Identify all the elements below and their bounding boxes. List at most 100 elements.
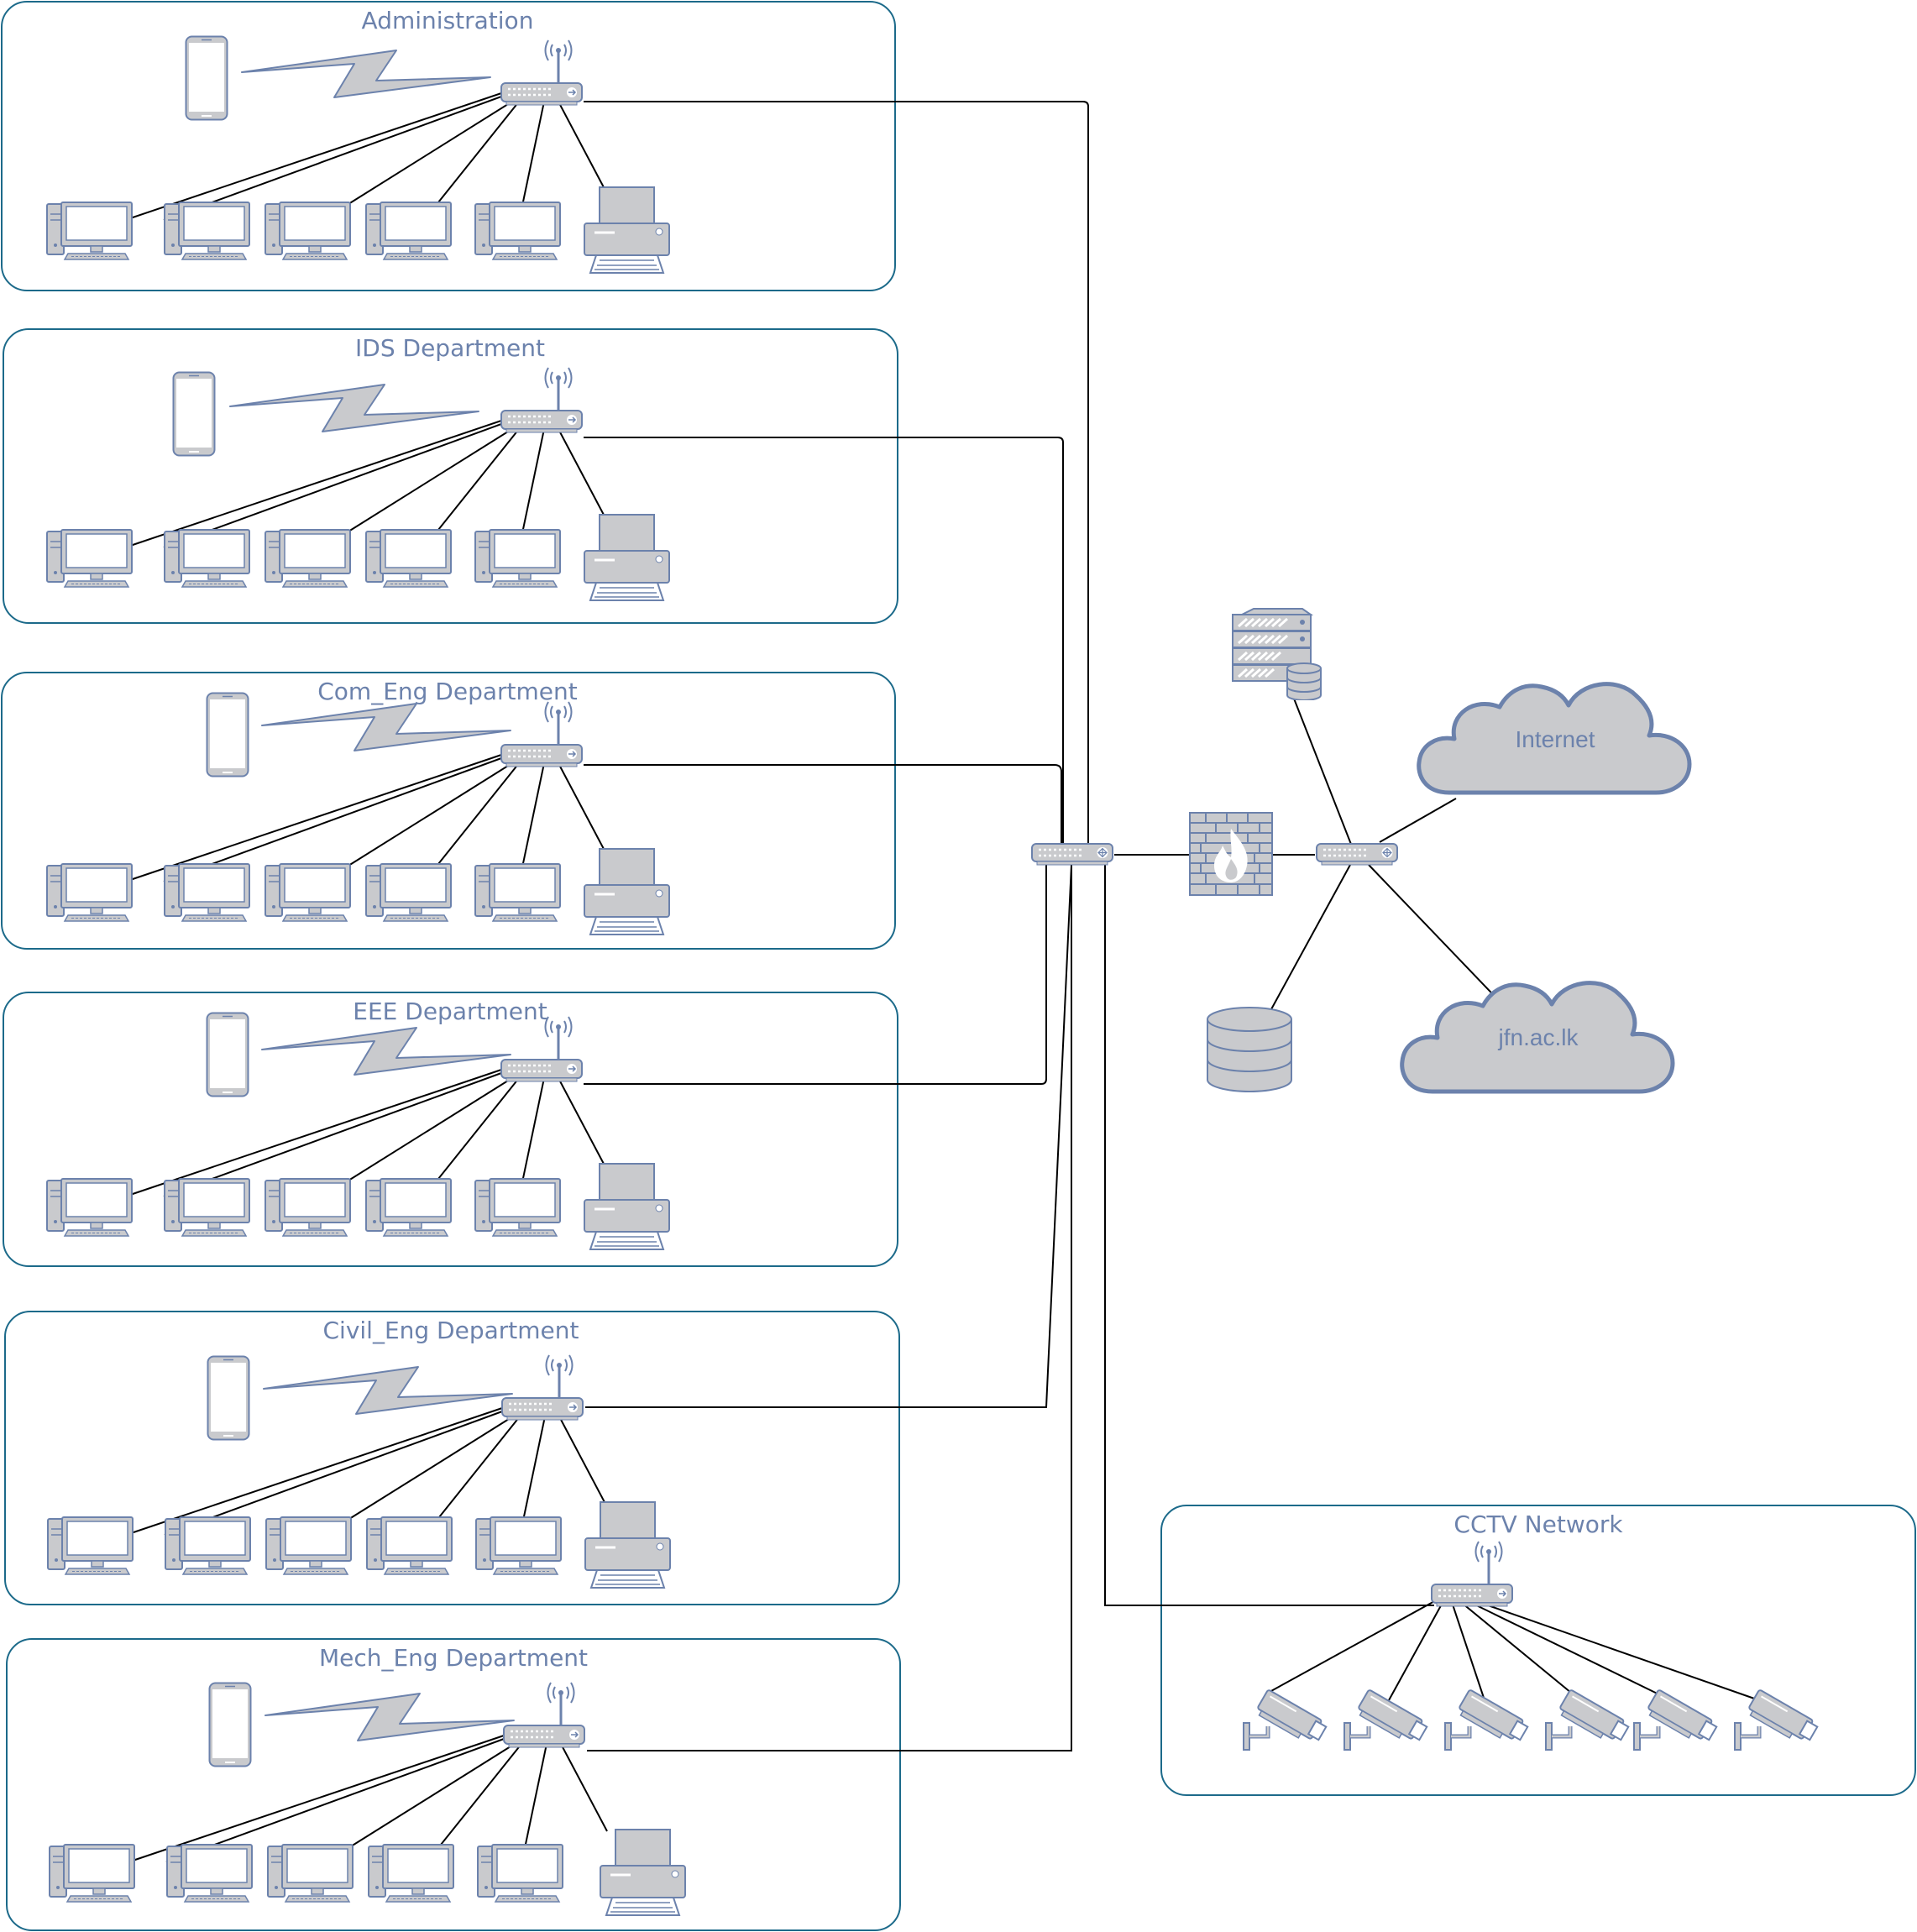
link-router-computer [165,1735,514,1863]
core-switch-icon [1030,842,1114,867]
link-router-computer [522,1416,546,1521]
edge-switch-icon [1315,842,1399,867]
wireless-router-icon [500,39,584,107]
printer-icon [583,848,671,936]
mobile-phone-icon [206,1012,249,1097]
desktop-computer-icon [46,1178,133,1237]
group-administration [1,1,896,291]
link-router-computer [348,1414,516,1520]
mobile-phone-icon [208,1682,252,1767]
link-router-computer [521,762,545,868]
link-router-computer [434,428,520,535]
wireless-signal-icon [261,703,511,751]
wireless-signal-icon [265,1693,515,1741]
link-router-computer [521,1077,545,1183]
desktop-computer-icon [47,1516,134,1575]
link-router-computer [524,1743,547,1849]
jfn-cloud-label: jfn.ac.lk [1498,1024,1579,1050]
group-title-cctv: CCTV Network [1453,1511,1623,1538]
link-com-eng-core [584,764,1062,852]
link-router-computer [435,1416,521,1522]
cctv-camera-icon [1244,1689,1328,1750]
desktop-computer-icon [46,529,133,588]
group-com-eng [1,672,896,950]
link-router-computer [164,1407,512,1536]
dept-title-ids: IDS Department [355,334,545,362]
printer-icon [583,1163,671,1251]
mobile-phone-icon [207,1355,250,1441]
desktop-computer-icon [164,202,250,260]
link-edge-jfn [1368,864,1506,1008]
desktop-computer-icon [365,863,452,922]
wireless-router-icon [500,1353,584,1422]
link-router-camera [1269,1599,1438,1693]
link-ids-core [584,437,1064,852]
link-router-computer [163,754,511,882]
link-mech-eng-core [587,865,1072,1751]
link-router-computer [348,1076,516,1181]
link-router-printer [558,101,605,190]
cctv-camera-icon [1634,1689,1718,1750]
link-civil-eng-core [585,864,1072,1408]
internet-cloud-label: Internet [1516,726,1595,752]
desktop-computer-icon [475,1516,562,1575]
group-eee [3,992,898,1267]
link-router-computer [129,1067,507,1196]
link-router-printer [560,1743,608,1832]
link-router-computer [434,1077,520,1184]
link-router-computer [163,420,511,548]
desktop-computer-icon [164,863,250,922]
desktop-computer-icon [265,1516,352,1575]
department-civil-eng [47,1353,672,1589]
dept-title-administration: Administration [362,7,534,34]
wireless-router-icon [500,366,584,434]
department-mech-eng [49,1681,687,1917]
desktop-computer-icon [265,1178,351,1237]
link-router-computer [129,91,507,219]
cctv-camera-icon [1344,1689,1428,1750]
wireless-signal-icon [229,384,479,432]
wireless-router-icon [500,700,584,768]
wireless-signal-icon [241,50,491,98]
desktop-computer-icon [365,1178,452,1237]
link-router-printer [558,762,605,851]
dept-title-civil-eng: Civil_Eng Department [322,1317,579,1344]
link-router-computer [350,1741,518,1847]
link-router-camera [1457,1599,1581,1701]
cctv-router-icon [1430,1540,1514,1608]
link-router-computer [437,1743,522,1850]
printer-icon [599,1829,687,1917]
desktop-computer-icon [265,202,351,260]
desktop-computer-icon [46,863,133,922]
desktop-computer-icon [365,202,452,260]
desktop-computer-icon [265,863,351,922]
cctv-camera-icon [1445,1689,1529,1750]
desktop-computer-icon [49,1844,135,1903]
wireless-signal-icon [261,1027,511,1076]
printer-icon [583,186,671,275]
desktop-computer-icon [166,1844,253,1903]
link-administration-core [584,101,1089,852]
link-router-camera [1388,1599,1445,1701]
desktop-computer-icon [267,1844,354,1903]
link-eee-core [584,865,1047,1085]
mobile-phone-icon [172,371,216,457]
link-router-computer [434,762,520,869]
link-router-computer [434,101,520,207]
dept-title-com-eng: Com_Eng Department [317,678,578,705]
group-civil-eng [4,1311,900,1605]
desktop-computer-icon [477,1844,563,1903]
desktop-computer-icon [368,1844,454,1903]
link-router-computer [521,428,545,534]
link-router-camera [1470,1599,1760,1701]
desktop-computer-icon [365,529,452,588]
cctv-camera-icon [1546,1689,1630,1750]
group-mech-eng [6,1638,901,1931]
mobile-phone-icon [185,35,228,121]
wireless-signal-icon [263,1366,513,1415]
cctv-camera-icon [1735,1689,1819,1750]
desktop-computer-icon [474,529,561,588]
desktop-computer-icon [265,529,351,588]
link-router-camera [1450,1599,1485,1701]
desktop-computer-icon [474,202,561,260]
